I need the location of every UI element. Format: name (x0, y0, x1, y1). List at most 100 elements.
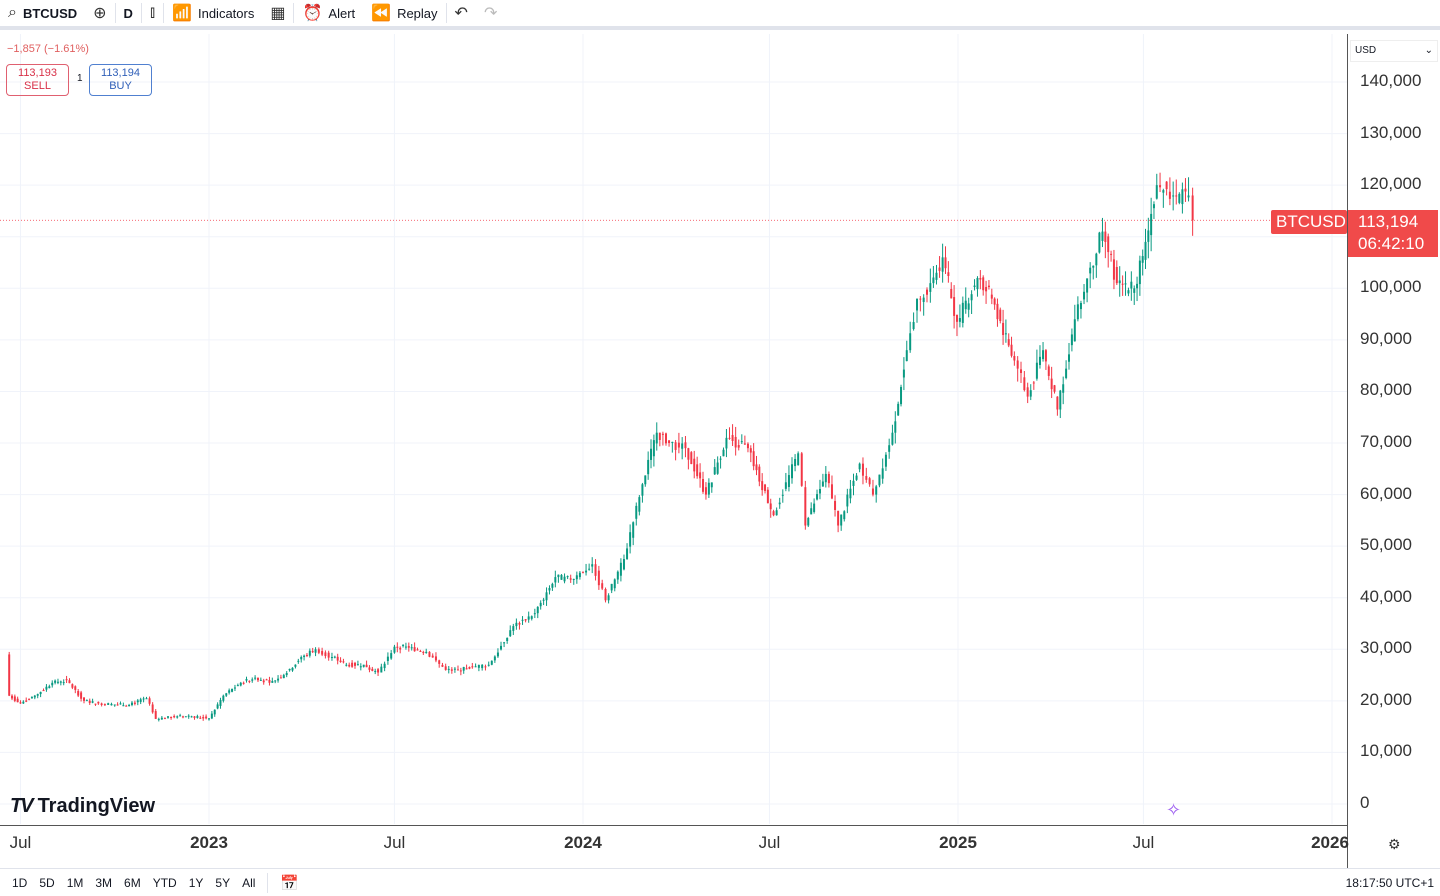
candles-icon: ⫾ (149, 4, 156, 21)
range-5d[interactable]: 5D (39, 875, 55, 890)
candle-body (160, 717, 163, 720)
settings-gear-icon[interactable]: ⚙ (1388, 836, 1401, 852)
candle-body (616, 571, 619, 580)
range-1m[interactable]: 1M (66, 875, 84, 890)
candle-body (916, 298, 919, 311)
range-all[interactable]: All (242, 875, 256, 890)
currency-select[interactable]: USD ⌄ (1350, 40, 1438, 62)
symbol-search[interactable]: ⌕ BTCUSD (0, 0, 85, 26)
candle-body (365, 664, 368, 668)
candle-body (581, 572, 584, 574)
candle-body (1035, 362, 1038, 379)
indicators-button[interactable]: 📶 Indicators (164, 0, 262, 26)
range-6m[interactable]: 6M (124, 875, 141, 890)
tradingview-logo[interactable]: TV TradingView (10, 795, 155, 818)
candle-body (333, 656, 336, 658)
candle-body (30, 697, 33, 699)
layouts-button[interactable]: ▦ (262, 0, 293, 26)
candle-body (19, 702, 22, 704)
candle-body (1101, 231, 1104, 241)
sparkle-icon[interactable]: ✧ (1166, 800, 1182, 820)
candle-body (348, 664, 351, 667)
clock[interactable]: 18:17:50 UTC+1 (1345, 875, 1434, 890)
candle-body (91, 701, 94, 703)
candle-body (481, 664, 484, 669)
candle-body (428, 651, 431, 657)
candle-body (696, 464, 699, 477)
candle-body (950, 289, 953, 299)
sell-button[interactable]: 113,193 SELL (6, 64, 69, 96)
candle-body (1133, 288, 1136, 293)
candle-body (342, 661, 345, 663)
candle-body (932, 277, 935, 284)
replay-button[interactable]: ⏪ Replay (363, 0, 445, 26)
candle-body (797, 453, 800, 466)
candle-body (702, 479, 705, 492)
x-tick-label: Jul (383, 833, 406, 852)
compare-button[interactable]: ⊕ (85, 0, 114, 26)
candle-body (216, 704, 219, 709)
candle-body (1184, 188, 1187, 192)
price-chart[interactable] (0, 34, 1440, 868)
candle-body (1092, 265, 1095, 268)
range-3m[interactable]: 3M (95, 875, 113, 890)
candle-body (769, 503, 772, 510)
candle-body (493, 656, 496, 661)
candle-body (737, 445, 740, 448)
candle-body (772, 511, 775, 516)
candle-body (268, 679, 271, 683)
range-1y[interactable]: 1Y (188, 875, 204, 890)
candle-body (77, 691, 80, 696)
candle-body (410, 647, 413, 649)
candle-body (800, 453, 803, 486)
buy-button[interactable]: 113,194 BUY (89, 64, 152, 96)
candle-body (239, 682, 242, 686)
rewind-icon: ⏪ (371, 5, 392, 22)
candle-body (251, 679, 254, 681)
candle-body (396, 646, 399, 648)
candle-body (447, 668, 450, 670)
y-tick-label: 0 (1360, 793, 1370, 812)
candle-body (297, 660, 300, 662)
redo-button[interactable]: ↷ (476, 0, 505, 26)
candle-body (356, 664, 359, 666)
candle-body (377, 669, 380, 673)
candle-body (719, 458, 722, 460)
candle-body (133, 702, 136, 704)
undo-button[interactable]: ↶ (447, 0, 476, 26)
candle-body (638, 497, 641, 512)
indicators-icon: 📶 (172, 5, 192, 22)
candle-body (858, 463, 861, 470)
candle-body (288, 668, 291, 671)
interval-button[interactable]: D (123, 5, 133, 21)
candle-body (1053, 385, 1056, 392)
candle-body (45, 686, 48, 690)
range-1d[interactable]: 1D (12, 875, 28, 890)
chart-type-button[interactable]: ⫾ (142, 0, 163, 26)
candle-body (852, 480, 855, 486)
divider (140, 3, 142, 23)
goto-date-icon[interactable]: 📅 (280, 874, 300, 892)
candle-body (784, 482, 787, 489)
candle-body (308, 650, 311, 656)
candle-body (259, 679, 262, 681)
candle-body (635, 505, 638, 519)
candle-body (527, 616, 530, 620)
candle-body (407, 646, 410, 648)
grid-icon: ▦ (270, 5, 286, 22)
candle-body (734, 436, 737, 448)
candle-body (113, 704, 116, 706)
range-ytd[interactable]: YTD (152, 875, 177, 890)
search-icon: ⌕ (8, 4, 17, 21)
range-5y[interactable]: 5Y (215, 875, 231, 890)
candle-body (888, 445, 891, 452)
alarm-icon: ⏰ (302, 5, 323, 22)
candle-body (629, 532, 632, 547)
candle-body (710, 482, 713, 488)
candle-body (941, 257, 944, 272)
candle-body (1178, 193, 1181, 203)
candle-body (462, 667, 465, 671)
alert-button[interactable]: ⏰ Alert (294, 0, 363, 26)
candle-body (496, 652, 499, 657)
indicators-label: Indicators (197, 5, 255, 21)
